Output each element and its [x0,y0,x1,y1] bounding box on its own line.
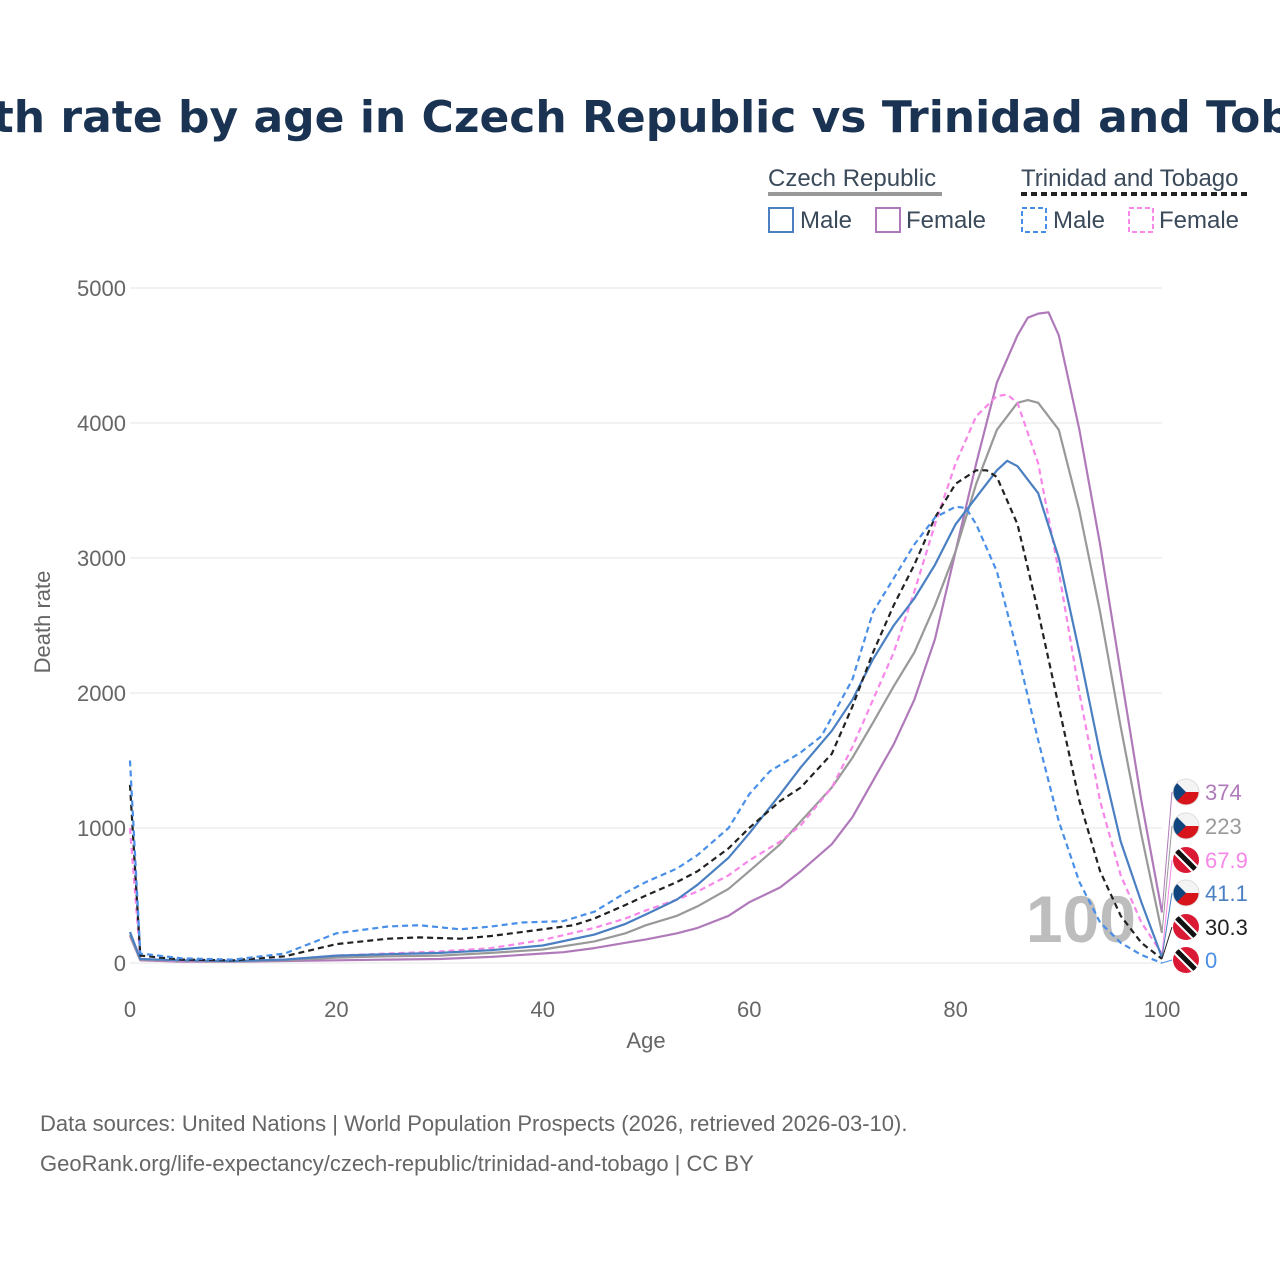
czech-flag-icon [1172,812,1200,840]
y-tick-label: 5000 [77,276,126,301]
end-value-label: 0 [1205,948,1217,973]
series-line-trinidad-and-tobago-male[interactable] [128,505,1163,965]
x-tick-label: 20 [324,997,348,1022]
y-axis-label: Death rate [30,571,55,674]
legend-trinidad-female-label[interactable]: Female [1159,207,1239,234]
end-connector [1161,825,1173,933]
legend-trinidad-male-swatch[interactable] [1021,207,1047,233]
end-value-label: 41.1 [1205,881,1248,906]
grid [130,287,1162,964]
end-connector [1161,959,1173,964]
age-watermark: 100 [1026,882,1136,956]
y-axis-ticks: 0 1000 2000 3000 4000 5000 [77,276,126,976]
x-tick-label: 80 [943,997,967,1022]
y-tick-label: 3000 [77,546,126,571]
end-value-label: 223 [1205,814,1242,839]
series-line-czech-republic-total[interactable] [128,399,1164,963]
x-axis-label: Age [626,1028,665,1053]
series-lines [128,311,1164,965]
czech-flag-icon [1172,778,1200,806]
end-connector [1161,859,1173,954]
legend-czech-male-label[interactable]: Male [800,207,852,234]
legend: Czech Republic Male Female Trinidad and … [768,165,1249,234]
y-tick-label: 1000 [77,816,126,841]
czech-flag-icon [1172,879,1200,907]
end-connector [1161,791,1173,913]
x-axis-ticks: 0 20 40 60 80 100 [124,997,1180,1022]
series-line-czech-republic-male[interactable] [128,459,1164,963]
end-labels: 374 223 67.9 41.1 30.3 0 [1161,778,1248,973]
x-tick-label: 60 [737,997,761,1022]
y-tick-label: 2000 [77,681,126,706]
y-tick-label: 0 [114,951,126,976]
end-value-label: 30.3 [1205,915,1248,940]
tt-flag-icon [1173,847,1199,873]
series-line-trinidad-and-tobago-female[interactable] [128,393,1163,963]
tt-flag-icon [1173,947,1199,973]
legend-group-czech-republic: Czech Republic [768,165,936,192]
legend-czech-male-swatch[interactable] [768,207,794,233]
end-value-label: 67.9 [1205,848,1248,873]
series-line-trinidad-and-tobago-total[interactable] [128,469,1163,962]
end-connector [1161,926,1173,960]
legend-trinidad-female-swatch[interactable] [1128,207,1154,233]
tt-flag-icon [1173,914,1199,940]
legend-czech-female-swatch[interactable] [875,207,901,233]
legend-czech-female-label[interactable]: Female [906,207,986,234]
x-tick-label: 100 [1144,997,1181,1022]
x-tick-label: 0 [124,997,136,1022]
y-tick-label: 4000 [77,411,126,436]
source-line-1: Data sources: United Nations | World Pop… [40,1111,907,1136]
legend-group-trinidad-and-tobago: Trinidad and Tobago [1021,165,1239,192]
series-line-czech-republic-female[interactable] [128,311,1164,963]
chart-title: Death rate by age in Czech Republic vs T… [0,92,1280,143]
legend-trinidad-male-label[interactable]: Male [1053,207,1105,234]
end-value-label: 374 [1205,780,1242,805]
end-connector [1161,892,1173,958]
x-tick-label: 40 [531,997,555,1022]
source-line-2[interactable]: GeoRank.org/life-expectancy/czech-republ… [40,1151,754,1176]
